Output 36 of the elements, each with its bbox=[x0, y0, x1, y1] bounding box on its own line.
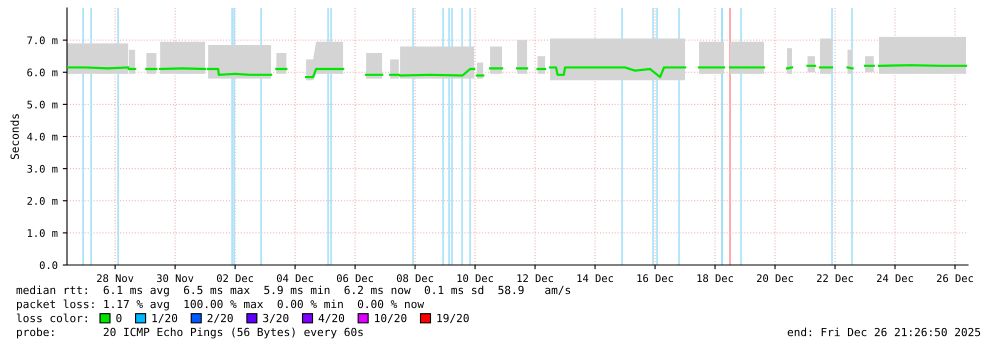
x-tick-label: 30 Nov bbox=[156, 274, 194, 282]
x-tick-label: 24 Dec bbox=[876, 274, 913, 282]
x-tick-label: 26 Dec bbox=[936, 274, 973, 282]
x-tick-label: 14 Dec bbox=[577, 274, 613, 282]
text: median rtt: 6.1 ms avg 6.5 ms max 5.9 ms min 6.2 ms now 0.1 ms sd 58.9 am/s bbox=[16, 286, 570, 296]
x-tick-label: 12 Dec bbox=[518, 274, 553, 282]
text: end: Fri Dec 26 21:26:50 2025 bbox=[788, 328, 980, 336]
text: packet loss: 1.17 % avg 100.00 % max 0.00 % min 0.00 % now bbox=[17, 300, 424, 310]
x-tick-label: 16 Dec bbox=[637, 274, 673, 282]
legend-label: 19/20 bbox=[437, 314, 469, 324]
text: loss color: bbox=[16, 314, 87, 322]
legend-label: 1/20 bbox=[152, 314, 178, 324]
y-tick-label: 3.0 m bbox=[27, 164, 58, 173]
y-axis-title: Seconds bbox=[10, 114, 19, 160]
y-tick-label: 2.0 m bbox=[27, 197, 58, 205]
y-tick-label: 7.0 m bbox=[27, 36, 58, 44]
text: probe: 20 ICMP Echo Pings (56 Bytes) every 60s bbox=[17, 328, 363, 338]
y-tick-label: 1.0 m bbox=[28, 229, 58, 238]
y-tick-label: 6.0 m bbox=[27, 68, 58, 76]
legend-label: 2/20 bbox=[208, 314, 233, 324]
y-tick-label: 0.0 bbox=[40, 261, 58, 270]
legend-label: 10/20 bbox=[375, 314, 406, 324]
x-tick-label: 02 Dec bbox=[216, 274, 254, 282]
x-tick-label: 20 Dec bbox=[756, 274, 793, 282]
legend-label: 4/20 bbox=[318, 314, 344, 324]
x-tick-label: 28 Nov bbox=[97, 274, 134, 282]
legend-label: 3/20 bbox=[263, 314, 288, 324]
y-tick-label: 4.0 m bbox=[27, 132, 58, 141]
x-tick-label: 04 Dec bbox=[276, 274, 314, 282]
x-tick-label: 18 Dec bbox=[697, 274, 733, 282]
y-tick-label: 5.0 m bbox=[27, 100, 58, 109]
x-tick-label: 10 Dec bbox=[458, 274, 494, 282]
x-tick-label: 08 Dec bbox=[396, 274, 434, 282]
x-tick-label: 06 Dec bbox=[336, 274, 374, 282]
x-tick-label: 22 Dec bbox=[816, 274, 853, 282]
legend-label: 0 bbox=[116, 314, 122, 322]
